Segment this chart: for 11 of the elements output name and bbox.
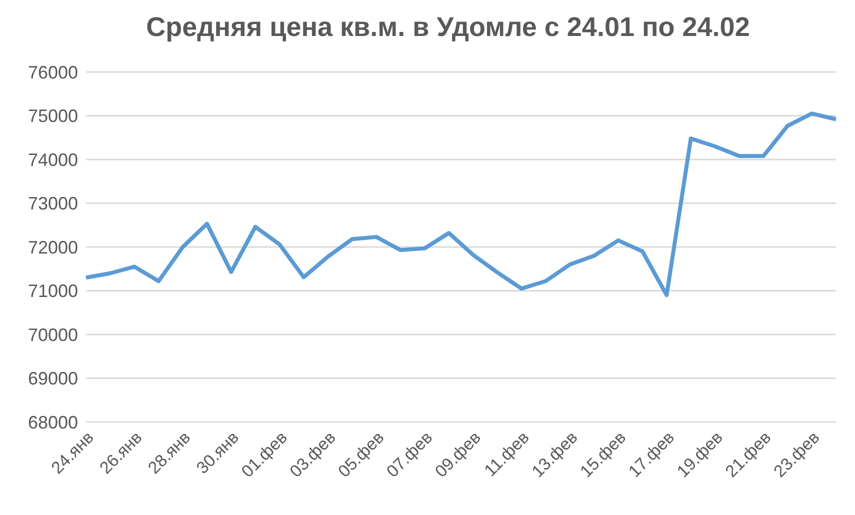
y-tick-label: 72000: [28, 237, 78, 258]
y-tick-label: 75000: [28, 106, 78, 126]
y-tick-label: 76000: [28, 62, 78, 82]
y-tick-label: 69000: [28, 368, 78, 389]
y-tick-label: 70000: [28, 324, 78, 345]
line-series: [84, 112, 838, 298]
y-tick-label: 73000: [28, 194, 78, 214]
chart-title: Средняя цена кв.м. в Удомле с 24.01 по 24.02: [145, 12, 751, 44]
y-tick-label: 74000: [28, 150, 78, 170]
y-tick-label: 68000: [28, 412, 78, 432]
y-tick-label: 71000: [28, 281, 78, 302]
